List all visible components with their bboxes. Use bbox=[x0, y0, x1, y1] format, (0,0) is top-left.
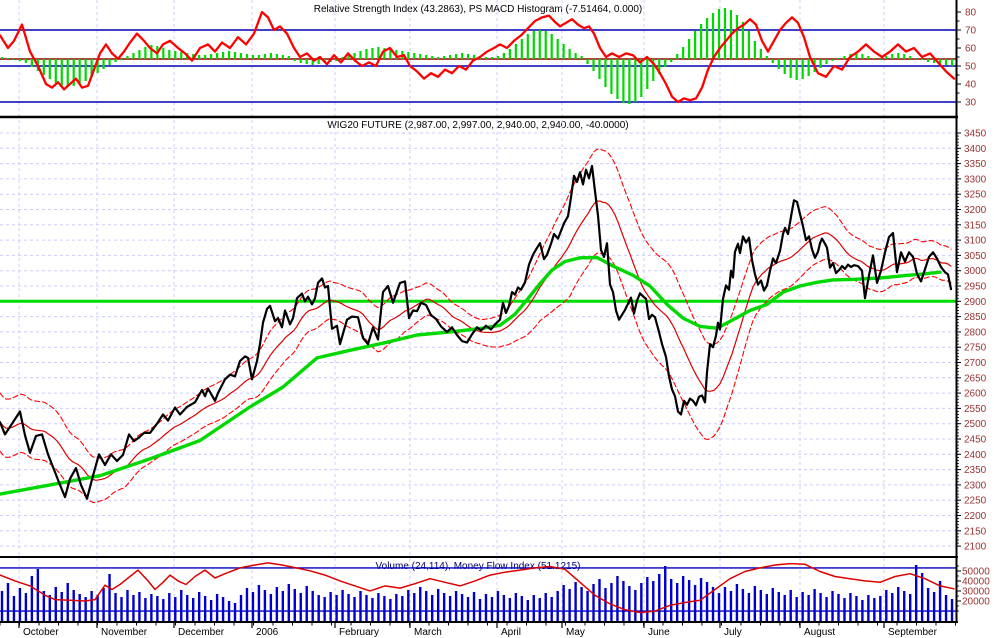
axis-label: 2006 bbox=[256, 627, 279, 638]
upper-band-line bbox=[0, 148, 952, 459]
axis-label: 2950 bbox=[964, 282, 987, 293]
axis-label: 2100 bbox=[964, 542, 987, 553]
axis-label: April bbox=[501, 627, 521, 638]
axis-label: 2850 bbox=[964, 312, 987, 323]
axis-label: February bbox=[339, 627, 379, 638]
axis-label: 3150 bbox=[964, 220, 987, 231]
axis-label: 3000 bbox=[964, 266, 987, 277]
axis-label: 2800 bbox=[964, 327, 987, 338]
axis-label: 2300 bbox=[964, 480, 987, 491]
axis-label: March bbox=[414, 627, 442, 638]
axis-label: 2750 bbox=[964, 343, 987, 354]
axis-label: 2550 bbox=[964, 404, 987, 415]
axis-label: 3100 bbox=[964, 236, 987, 247]
axis-label: December bbox=[178, 627, 225, 638]
axis-label: June bbox=[648, 627, 670, 638]
axis-label: 2400 bbox=[964, 450, 987, 461]
axis-label: 60 bbox=[965, 44, 977, 55]
axis-label: 2350 bbox=[964, 465, 987, 476]
price-line bbox=[0, 164, 953, 500]
axis-label: 2500 bbox=[964, 419, 987, 430]
axis-label: 20000 bbox=[962, 597, 990, 608]
axis-label: 50000 bbox=[962, 567, 990, 578]
axis-label: 70 bbox=[965, 26, 977, 37]
axis-label: 80 bbox=[965, 8, 977, 19]
price-panel-title: WIG20 FUTURE (2,987.00, 2,997.00, 2,940.… bbox=[327, 120, 629, 131]
volume-bars bbox=[0, 565, 954, 621]
panel-borders bbox=[0, 0, 958, 623]
fast-ma-line bbox=[0, 200, 952, 481]
axis-label: 3450 bbox=[964, 129, 987, 140]
axis-label: 3250 bbox=[964, 190, 987, 201]
mfi-level-lines bbox=[0, 567, 956, 612]
axis-label: 2700 bbox=[964, 358, 987, 369]
slow-ma-line bbox=[0, 255, 942, 496]
axis-label: 2650 bbox=[964, 373, 987, 384]
axis-label: September bbox=[888, 627, 938, 638]
axis-label: 2450 bbox=[964, 435, 987, 446]
axis-label: 2200 bbox=[964, 511, 987, 522]
axis-label: 3350 bbox=[964, 159, 987, 170]
axis-label: 3400 bbox=[964, 144, 987, 155]
x-axis: October November December 2006 February March… bbox=[0, 622, 956, 638]
axis-label: 3200 bbox=[964, 205, 987, 216]
axis-label: October bbox=[23, 627, 59, 638]
axis-label: 2600 bbox=[964, 389, 987, 400]
grid-lines bbox=[0, 0, 956, 622]
axis-label: November bbox=[101, 627, 148, 638]
axis-label: 50 bbox=[965, 62, 977, 73]
axis-label: 3050 bbox=[964, 251, 987, 262]
axis-label: 30 bbox=[965, 98, 977, 109]
axis-label: May bbox=[566, 627, 585, 638]
axis-label: 3300 bbox=[964, 174, 987, 185]
axis-label: 40000 bbox=[962, 577, 990, 588]
rsi-macd-panel-title: Relative Strength Index (43.2863), PS MA… bbox=[313, 4, 643, 15]
axis-label: 2900 bbox=[964, 297, 987, 308]
right-axis: 80 70 60 50 40 30 3450 3400 3350 3300 3250 3200 3150… bbox=[956, 8, 990, 612]
axis-label: July bbox=[724, 627, 742, 638]
rsi-line bbox=[0, 10, 956, 104]
axis-label: 30000 bbox=[962, 587, 990, 598]
axis-label: 40 bbox=[965, 80, 977, 91]
axis-label: 2250 bbox=[964, 496, 987, 507]
axis-label: August bbox=[804, 627, 835, 638]
axis-label: 2150 bbox=[964, 526, 987, 537]
mfi-line bbox=[0, 562, 955, 614]
volume-panel-title: Volume (24,114), Money Flow Index (51.12… bbox=[375, 561, 581, 572]
